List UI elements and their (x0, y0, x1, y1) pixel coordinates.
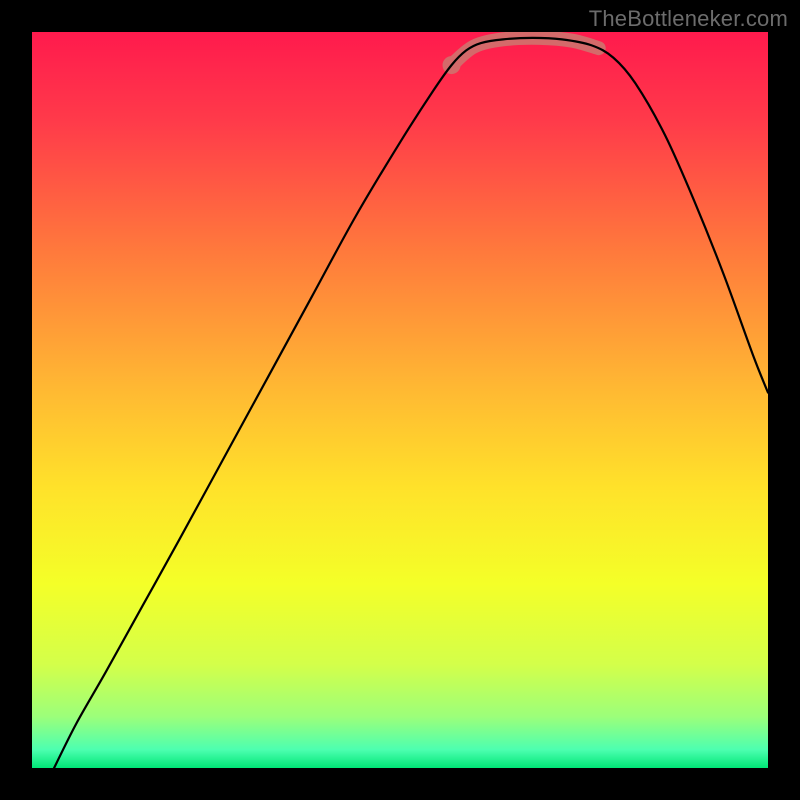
bottleneck-curve (54, 38, 768, 768)
watermark-label: TheBottleneker.com (589, 6, 788, 32)
curve-layer (32, 32, 768, 768)
plot-area (32, 32, 768, 768)
chart-frame: TheBottleneker.com (0, 0, 800, 800)
